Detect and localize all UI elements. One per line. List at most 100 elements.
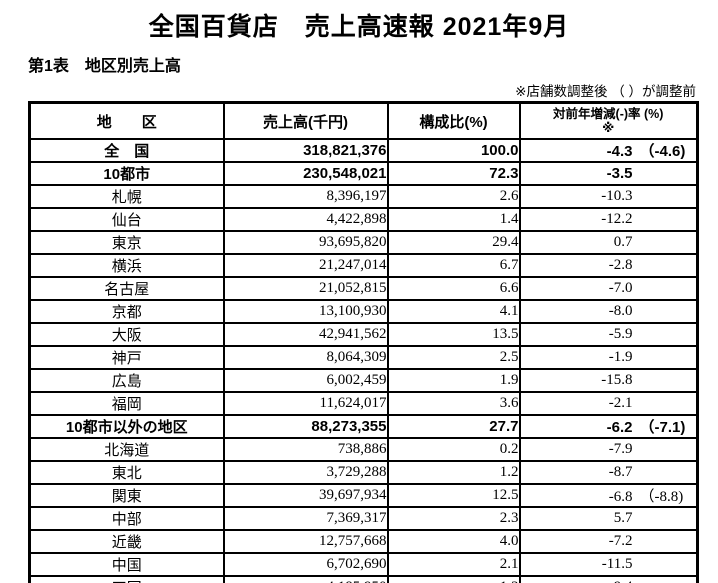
- share-cell: 1.9: [386, 368, 521, 393]
- col-header-region: 地 区: [28, 101, 225, 140]
- yoy-value: -6.2: [606, 419, 633, 436]
- yoy-value: -7.2: [608, 533, 633, 549]
- table-row: 京都 13,100,930 4.1 -8.0: [28, 299, 699, 324]
- region-cell: 東北: [28, 460, 225, 485]
- sales-cell: 8,396,197: [222, 184, 389, 209]
- share-cell: 12.5: [386, 483, 521, 508]
- share-cell: 13.5: [386, 322, 521, 347]
- yoy-cell: -4.3 （-4.6): [518, 138, 699, 163]
- share-cell: 1.3: [386, 575, 521, 583]
- share-cell: 27.7: [386, 414, 521, 439]
- sales-cell: 8,064,309: [222, 345, 389, 370]
- sales-cell: 39,697,934: [222, 483, 389, 508]
- table-row: 横浜 21,247,014 6.7 -2.8: [28, 253, 699, 278]
- table-row: 東京 93,695,820 29.4 0.7: [28, 230, 699, 255]
- col-header-yoy: 対前年増減(-)率 (%) ※: [518, 101, 699, 140]
- table-row: 福岡 11,624,017 3.6 -2.1: [28, 391, 699, 416]
- sales-cell: 6,702,690: [222, 552, 389, 577]
- table-row: 近畿 12,757,668 4.0 -7.2: [28, 529, 699, 554]
- yoy-cell: 5.7: [518, 506, 699, 531]
- table-row: 東北 3,729,288 1.2 -8.7: [28, 460, 699, 485]
- table-row: 10都市以外の地区 88,273,355 27.7 -6.2 （-7.1): [28, 414, 699, 439]
- yoy-cell: -2.8: [518, 253, 699, 278]
- share-cell: 4.1: [386, 299, 521, 324]
- col-header-yoy-line1: 対前年増減(-)率 (%): [553, 106, 664, 121]
- col-header-share: 構成比(%): [386, 101, 521, 140]
- share-cell: 6.6: [386, 276, 521, 301]
- yoy-value: -6.8: [608, 489, 633, 505]
- sales-cell: 4,422,898: [222, 207, 389, 232]
- share-cell: 2.5: [386, 345, 521, 370]
- yoy-value: -10.3: [601, 188, 633, 204]
- sales-cell: 318,821,376: [222, 138, 389, 163]
- yoy-cell: -8.7: [518, 460, 699, 485]
- regional-sales-table: 地 区 売上高(千円) 構成比(%) 対前年増減(-)率 (%) ※ 全 国 31…: [28, 101, 699, 583]
- yoy-value: -12.2: [601, 211, 633, 227]
- yoy-cell: -3.5: [518, 161, 699, 186]
- region-cell: 札幌: [28, 184, 225, 209]
- col-header-yoy-line2: ※: [602, 121, 615, 135]
- region-cell: 大阪: [28, 322, 225, 347]
- table-row: 仙台 4,422,898 1.4 -12.2: [28, 207, 699, 232]
- share-cell: 1.2: [386, 460, 521, 485]
- yoy-value: -11.5: [601, 556, 633, 572]
- yoy-cell: -7.0: [518, 276, 699, 301]
- share-cell: 29.4: [386, 230, 521, 255]
- yoy-value: -3.5: [606, 165, 633, 182]
- region-cell: 広島: [28, 368, 225, 393]
- yoy-pre-adjustment-value: （-8.8): [639, 489, 684, 505]
- share-cell: 4.0: [386, 529, 521, 554]
- share-cell: 100.0: [386, 138, 521, 163]
- yoy-cell: -6.2 （-7.1): [518, 414, 699, 439]
- yoy-value: -1.9: [608, 349, 633, 365]
- yoy-cell: -7.9: [518, 437, 699, 462]
- yoy-cell: -15.8: [518, 368, 699, 393]
- share-cell: 2.6: [386, 184, 521, 209]
- share-cell: 2.1: [386, 552, 521, 577]
- yoy-cell: -5.9: [518, 322, 699, 347]
- sales-cell: 12,757,668: [222, 529, 389, 554]
- region-cell: 東京: [28, 230, 225, 255]
- yoy-value: -7.9: [608, 441, 633, 457]
- share-cell: 2.3: [386, 506, 521, 531]
- sales-cell: 3,729,288: [222, 460, 389, 485]
- sales-cell: 738,886: [222, 437, 389, 462]
- header-row: 地 区 売上高(千円) 構成比(%) 対前年増減(-)率 (%) ※: [28, 101, 699, 140]
- region-cell: 神戸: [28, 345, 225, 370]
- sales-cell: 6,002,459: [222, 368, 389, 393]
- yoy-value: -2.8: [608, 257, 633, 273]
- sales-cell: 7,369,317: [222, 506, 389, 531]
- table-row: 10都市 230,548,021 72.3 -3.5: [28, 161, 699, 186]
- yoy-pre-adjustment-value: （-4.6): [639, 143, 686, 160]
- table-row: 全 国 318,821,376 100.0 -4.3 （-4.6): [28, 138, 699, 163]
- yoy-value: -9.4: [522, 579, 633, 583]
- table-row: 四国4,185,9501.3-9.4: [28, 575, 699, 583]
- page-title: 全国百貨店 売上高速報 2021年9月: [148, 13, 570, 41]
- yoy-cell: -7.2: [518, 529, 699, 554]
- table-row: 札幌 8,396,197 2.6 -10.3: [28, 184, 699, 209]
- region-cell: 四国: [28, 575, 225, 583]
- region-cell: 関東: [28, 483, 225, 508]
- yoy-pre-adjustment-value: （-7.1): [639, 419, 686, 436]
- share-cell: 3.6: [386, 391, 521, 416]
- yoy-cell: 0.7: [518, 230, 699, 255]
- yoy-value: -7.0: [608, 280, 633, 296]
- share-cell: 72.3: [386, 161, 521, 186]
- yoy-value: -5.9: [608, 326, 633, 342]
- yoy-value: 0.7: [613, 234, 633, 250]
- table-row: 大阪 42,941,562 13.5 -5.9: [28, 322, 699, 347]
- yoy-cell: -11.5: [518, 552, 699, 577]
- region-cell: 中部: [28, 506, 225, 531]
- sales-cell: 93,695,820: [222, 230, 389, 255]
- share-cell: 0.2: [386, 437, 521, 462]
- table-caption: 第1表 地区別売上高: [28, 58, 181, 75]
- table-row: 関東 39,697,934 12.5 -6.8 （-8.8): [28, 483, 699, 508]
- yoy-cell: -10.3: [518, 184, 699, 209]
- col-header-sales: 売上高(千円): [222, 101, 389, 140]
- yoy-value: -8.0: [608, 303, 633, 319]
- table-row: 中国 6,702,690 2.1 -11.5: [28, 552, 699, 577]
- region-cell: 名古屋: [28, 276, 225, 301]
- table-row: 神戸 8,064,309 2.5 -1.9: [28, 345, 699, 370]
- region-cell: 10都市: [28, 161, 225, 186]
- sales-cell: 230,548,021: [222, 161, 389, 186]
